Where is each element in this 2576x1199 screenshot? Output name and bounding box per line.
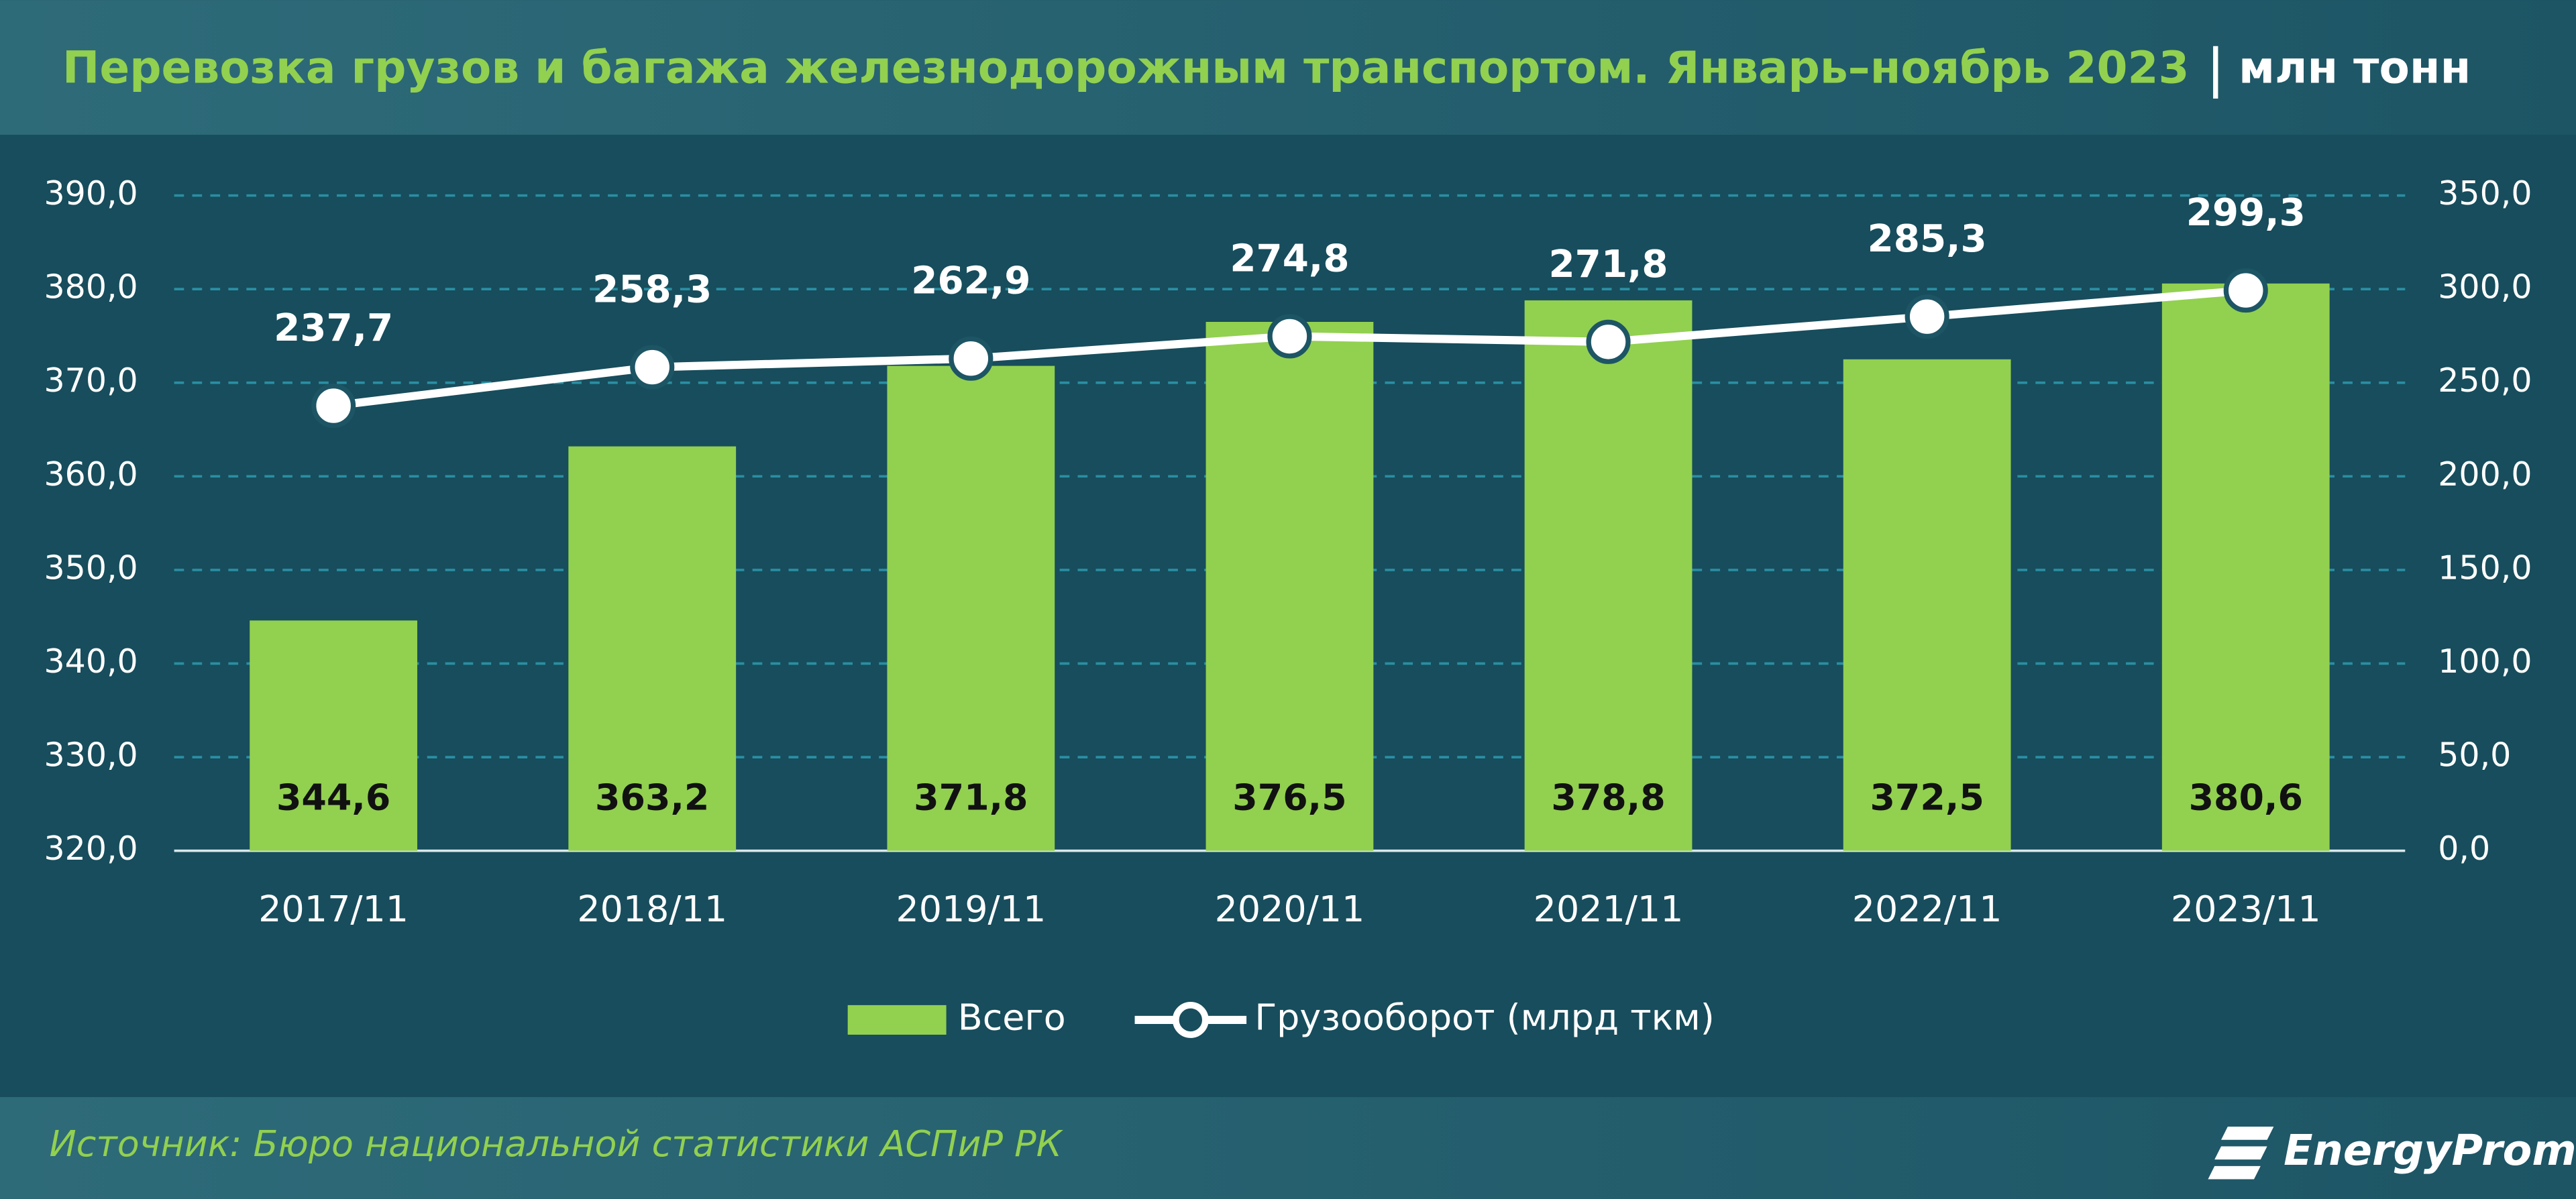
bar [1524, 300, 1693, 851]
brand-icon [2208, 1127, 2274, 1180]
y-tick-label: 350,0 [44, 549, 138, 587]
line-marker [1904, 294, 1949, 339]
legend-label: Всего [958, 996, 1066, 1039]
y-tick-label: 380,0 [44, 268, 138, 306]
y2-tick-label: 100,0 [2438, 642, 2532, 681]
line-marker [630, 345, 675, 390]
bar [887, 365, 1055, 851]
legend-swatch [847, 1005, 947, 1035]
bar-value-label: 372,5 [1870, 776, 1984, 818]
bar [568, 446, 737, 851]
footer-band [0, 1097, 2576, 1199]
x-tick-label: 2021/11 [1534, 888, 1684, 930]
line-value-label: 258,3 [592, 268, 712, 312]
x-tick-label: 2018/11 [577, 888, 727, 930]
y2-tick-label: 150,0 [2438, 549, 2532, 587]
line-value-label: 285,3 [1868, 217, 1987, 261]
y-tick-label: 330,0 [44, 736, 138, 775]
y2-tick-label: 0,0 [2438, 830, 2490, 868]
line-marker [2223, 268, 2268, 313]
x-tick-label: 2022/11 [1852, 888, 2002, 930]
line-marker [1267, 314, 1312, 359]
bar [250, 620, 418, 851]
bar-value-label: 380,6 [2189, 776, 2303, 818]
y2-tick-label: 50,0 [2438, 736, 2511, 775]
legend-label: Грузооборот (млрд ткм) [1254, 996, 1714, 1039]
line-value-label: 274,8 [1230, 237, 1349, 280]
x-tick-label: 2023/11 [2171, 888, 2321, 930]
y2-tick-label: 350,0 [2438, 174, 2532, 213]
line-value-label: 299,3 [2186, 191, 2306, 235]
bar [1843, 359, 2011, 851]
source: Источник: Бюро национальной статистики А… [49, 1123, 1063, 1165]
bar [2161, 283, 2330, 851]
y-tick-label: 370,0 [44, 361, 138, 400]
bar [1205, 322, 1374, 851]
y2-tick-label: 250,0 [2438, 361, 2532, 400]
y-tick-label: 320,0 [44, 830, 138, 868]
line-value-label: 271,8 [1548, 243, 1668, 286]
bar-value-label: 371,8 [914, 776, 1028, 818]
line-marker [311, 384, 356, 429]
bar-value-label: 344,6 [276, 776, 390, 818]
line-marker [1586, 319, 1631, 364]
y2-tick-label: 300,0 [2438, 268, 2532, 306]
y2-tick-label: 200,0 [2438, 455, 2532, 494]
bar-value-label: 363,2 [595, 776, 709, 818]
line-value-label: 262,9 [911, 260, 1030, 303]
line-marker [949, 336, 994, 381]
bar-value-label: 378,8 [1551, 776, 1665, 818]
line-value-label: 237,7 [274, 306, 393, 350]
chart-unit: млн тонн [2239, 42, 2471, 93]
x-tick-label: 2017/11 [258, 888, 409, 930]
brand: EnergyProm [2284, 1126, 2576, 1176]
x-tick-label: 2019/11 [896, 888, 1046, 930]
chart-title: Перевозка грузов и багажа железнодорожны… [62, 42, 2190, 93]
y-tick-label: 360,0 [44, 455, 138, 494]
y-tick-label: 340,0 [44, 642, 138, 681]
header-band [0, 0, 2576, 135]
x-tick-label: 2020/11 [1215, 888, 1365, 930]
y-tick-label: 390,0 [44, 174, 138, 213]
brand-logo: EnergyProm [2208, 1126, 2576, 1180]
bar-value-label: 376,5 [1232, 776, 1346, 818]
legend-marker [1172, 1002, 1209, 1038]
